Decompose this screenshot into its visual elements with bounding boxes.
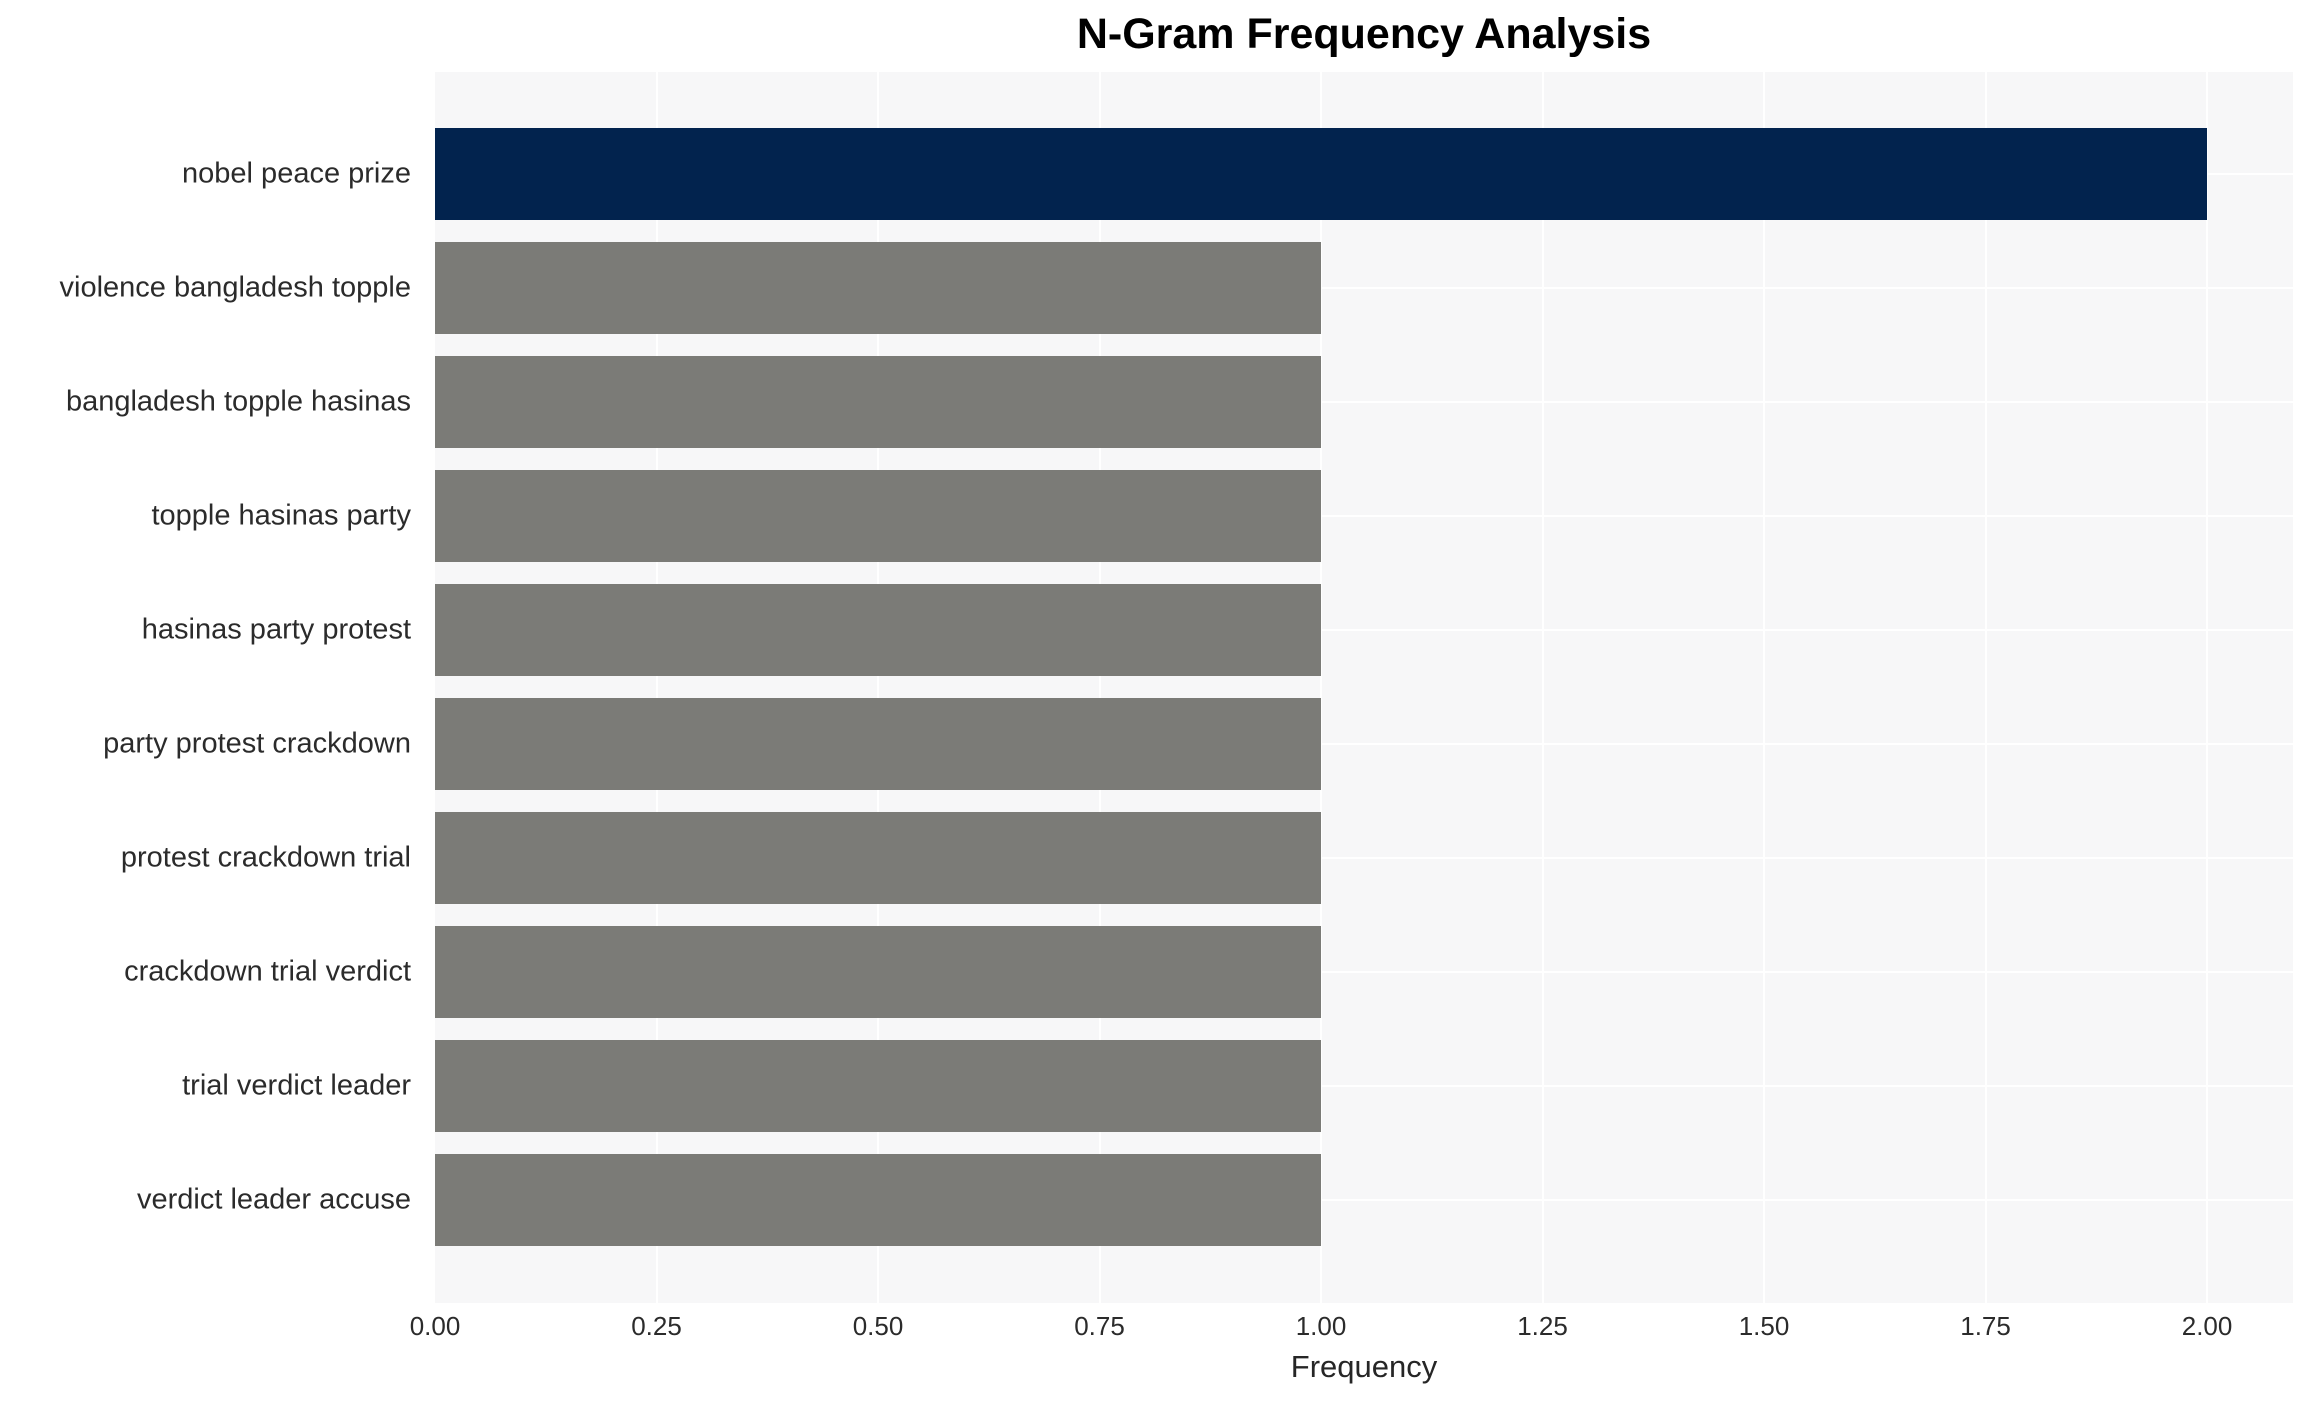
vertical-gridline [1763, 72, 1766, 1303]
horizontal-gridline [435, 1199, 2293, 1201]
x-tick-label: 2.00 [2181, 1311, 2233, 1341]
horizontal-gridline [435, 1085, 2293, 1087]
x-tick-label: 1.75 [1960, 1311, 2011, 1341]
y-tick-label: trial verdict leader [182, 1069, 411, 1102]
bar [435, 242, 1322, 334]
horizontal-gridline [435, 287, 2293, 289]
horizontal-gridline [435, 971, 2293, 973]
bar [435, 584, 1322, 676]
y-tick-label: party protest crackdown [103, 727, 411, 760]
x-tick-label: 1.00 [1295, 1311, 1347, 1341]
x-tick-label: 1.25 [1517, 1311, 1568, 1341]
bar [435, 1040, 1322, 1132]
horizontal-gridline [435, 743, 2293, 745]
x-tick-label: 0.00 [409, 1311, 461, 1341]
vertical-gridline [877, 72, 879, 1303]
y-tick-label: crackdown trial verdict [124, 955, 411, 988]
x-tick-label: 0.25 [631, 1311, 682, 1341]
bar [435, 926, 1322, 1018]
vertical-gridline [655, 72, 658, 1303]
x-tick-label: 0.75 [1074, 1311, 1125, 1341]
vertical-gridline [1320, 72, 1323, 1303]
horizontal-gridline [435, 515, 2293, 517]
bar [435, 1154, 1322, 1246]
horizontal-gridline [435, 629, 2293, 631]
horizontal-gridline [435, 857, 2293, 859]
y-tick-label: verdict leader accuse [136, 1183, 411, 1216]
vertical-gridline [2206, 72, 2209, 1303]
chart-title: N-Gram Frequency Analysis [1076, 10, 1652, 58]
horizontal-gridline [435, 401, 2293, 403]
x-tick-label: 1.50 [1738, 1311, 1790, 1341]
y-tick-label: violence bangladesh topple [59, 271, 412, 304]
vertical-gridline [1098, 72, 1101, 1303]
vertical-gridline [1541, 72, 1544, 1303]
x-axis-title: Frequency [1290, 1349, 1438, 1384]
y-tick-label: protest crackdown trial [120, 841, 411, 874]
y-tick-label: nobel peace prize [182, 157, 411, 190]
bar [435, 356, 1322, 448]
y-axis-labels: nobel peace prize violence bangladesh top… [0, 72, 423, 1303]
bar [435, 812, 1322, 904]
bar [435, 128, 2208, 220]
plot-area [435, 72, 2293, 1303]
vertical-gridline [1984, 72, 1987, 1303]
x-tick-label: 0.50 [852, 1311, 904, 1341]
y-tick-label: hasinas party protest [141, 613, 411, 646]
bar [435, 470, 1322, 562]
y-tick-label: topple hasinas party [151, 499, 411, 532]
y-tick-label: bangladesh topple hasinas [65, 385, 411, 418]
bar [435, 698, 1322, 790]
